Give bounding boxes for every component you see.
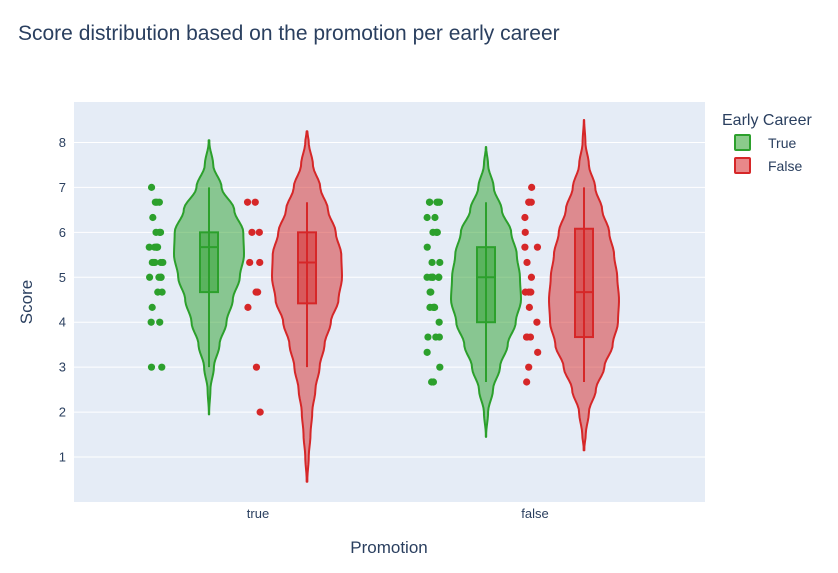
y-tick-label: 7 bbox=[59, 180, 66, 195]
legend-swatch-true bbox=[734, 134, 751, 151]
x-axis-ticks: true false bbox=[247, 506, 549, 521]
x-tick-label: true bbox=[247, 506, 269, 521]
box-iqr[interactable] bbox=[297, 231, 317, 305]
data-point[interactable] bbox=[533, 243, 542, 251]
data-point[interactable] bbox=[428, 378, 436, 386]
y-tick-label: 8 bbox=[59, 135, 66, 150]
data-point[interactable] bbox=[156, 318, 164, 326]
data-point[interactable] bbox=[148, 303, 156, 311]
data-point[interactable] bbox=[521, 228, 529, 236]
violin-group-true bbox=[243, 130, 343, 483]
data-point[interactable] bbox=[533, 318, 541, 326]
data-point[interactable] bbox=[525, 198, 533, 206]
violin-series-false bbox=[243, 118, 620, 483]
data-point[interactable] bbox=[528, 183, 536, 191]
y-tick-label: 6 bbox=[59, 225, 66, 240]
data-point[interactable] bbox=[251, 198, 259, 206]
legend-title: Early Career bbox=[722, 112, 812, 129]
data-point[interactable] bbox=[427, 288, 435, 296]
data-point[interactable] bbox=[246, 258, 254, 267]
data-point[interactable] bbox=[243, 198, 252, 206]
data-point[interactable] bbox=[432, 333, 440, 341]
legend-label-true: True bbox=[768, 135, 796, 151]
legend-item-false[interactable]: False bbox=[734, 157, 802, 174]
legend-swatch-false bbox=[734, 157, 751, 174]
data-point[interactable] bbox=[436, 258, 444, 267]
data-point[interactable] bbox=[158, 363, 166, 371]
data-point[interactable] bbox=[159, 258, 167, 267]
data-point[interactable] bbox=[435, 273, 443, 281]
data-point[interactable] bbox=[147, 363, 156, 371]
data-point[interactable] bbox=[521, 243, 529, 251]
violin-group-false bbox=[521, 118, 620, 452]
legend-label-false: False bbox=[768, 158, 802, 174]
y-tick-label: 5 bbox=[59, 270, 66, 285]
y-tick-label: 3 bbox=[59, 360, 66, 375]
data-point[interactable] bbox=[152, 228, 160, 236]
data-point[interactable] bbox=[436, 363, 444, 371]
y-tick-label: 1 bbox=[59, 450, 66, 465]
data-point[interactable] bbox=[426, 198, 434, 206]
data-point[interactable] bbox=[145, 243, 153, 251]
data-point[interactable] bbox=[256, 408, 264, 416]
x-axis-title: Promotion bbox=[350, 538, 427, 557]
data-point[interactable] bbox=[244, 303, 252, 311]
data-point[interactable] bbox=[151, 243, 159, 251]
data-point[interactable] bbox=[256, 258, 264, 267]
data-point[interactable] bbox=[521, 213, 529, 222]
y-tick-label: 4 bbox=[59, 315, 66, 330]
chart-title: Score distribution based on the promotio… bbox=[18, 22, 560, 45]
violin-group-false bbox=[423, 145, 522, 438]
y-axis-title: Score bbox=[17, 280, 36, 324]
data-point[interactable] bbox=[521, 288, 529, 296]
data-point[interactable] bbox=[149, 213, 157, 222]
data-point[interactable] bbox=[525, 363, 533, 371]
violin-traces bbox=[145, 118, 620, 483]
data-point[interactable] bbox=[151, 198, 159, 206]
data-point[interactable] bbox=[534, 348, 542, 356]
data-point[interactable] bbox=[148, 258, 156, 267]
gridlines bbox=[74, 141, 705, 458]
data-point[interactable] bbox=[434, 198, 442, 206]
data-point[interactable] bbox=[423, 213, 431, 222]
data-point[interactable] bbox=[423, 273, 431, 281]
legend-item-true[interactable]: True bbox=[734, 134, 796, 151]
data-point[interactable] bbox=[523, 378, 531, 386]
violin-series-true bbox=[145, 139, 522, 438]
data-point[interactable] bbox=[254, 288, 262, 296]
data-point[interactable] bbox=[527, 273, 536, 281]
data-point[interactable] bbox=[426, 303, 434, 311]
data-point[interactable] bbox=[147, 183, 156, 191]
data-point[interactable] bbox=[158, 288, 166, 296]
data-point[interactable] bbox=[424, 333, 432, 341]
data-point[interactable] bbox=[432, 228, 440, 236]
y-axis-ticks: 1 2 3 4 5 6 7 8 bbox=[59, 135, 66, 465]
box-iqr[interactable] bbox=[199, 231, 219, 294]
y-tick-label: 2 bbox=[59, 405, 66, 420]
data-point[interactable] bbox=[429, 273, 437, 281]
data-point[interactable] bbox=[523, 258, 531, 267]
data-point[interactable] bbox=[428, 258, 436, 267]
x-tick-label: false bbox=[521, 506, 548, 521]
data-point[interactable] bbox=[525, 303, 533, 311]
data-point[interactable] bbox=[157, 273, 165, 281]
legend: Early Career True False bbox=[722, 112, 812, 174]
data-point[interactable] bbox=[248, 228, 256, 236]
data-point[interactable] bbox=[423, 243, 431, 251]
data-point[interactable] bbox=[255, 228, 263, 236]
data-point[interactable] bbox=[423, 348, 431, 356]
data-point[interactable] bbox=[431, 213, 439, 222]
data-point[interactable] bbox=[435, 318, 443, 326]
data-point[interactable] bbox=[147, 318, 155, 326]
violin-group-true bbox=[145, 139, 245, 416]
data-point[interactable] bbox=[146, 273, 154, 281]
box-iqr[interactable] bbox=[476, 246, 496, 324]
data-point[interactable] bbox=[252, 363, 261, 371]
box-iqr[interactable] bbox=[574, 227, 594, 339]
data-point[interactable] bbox=[522, 333, 531, 341]
